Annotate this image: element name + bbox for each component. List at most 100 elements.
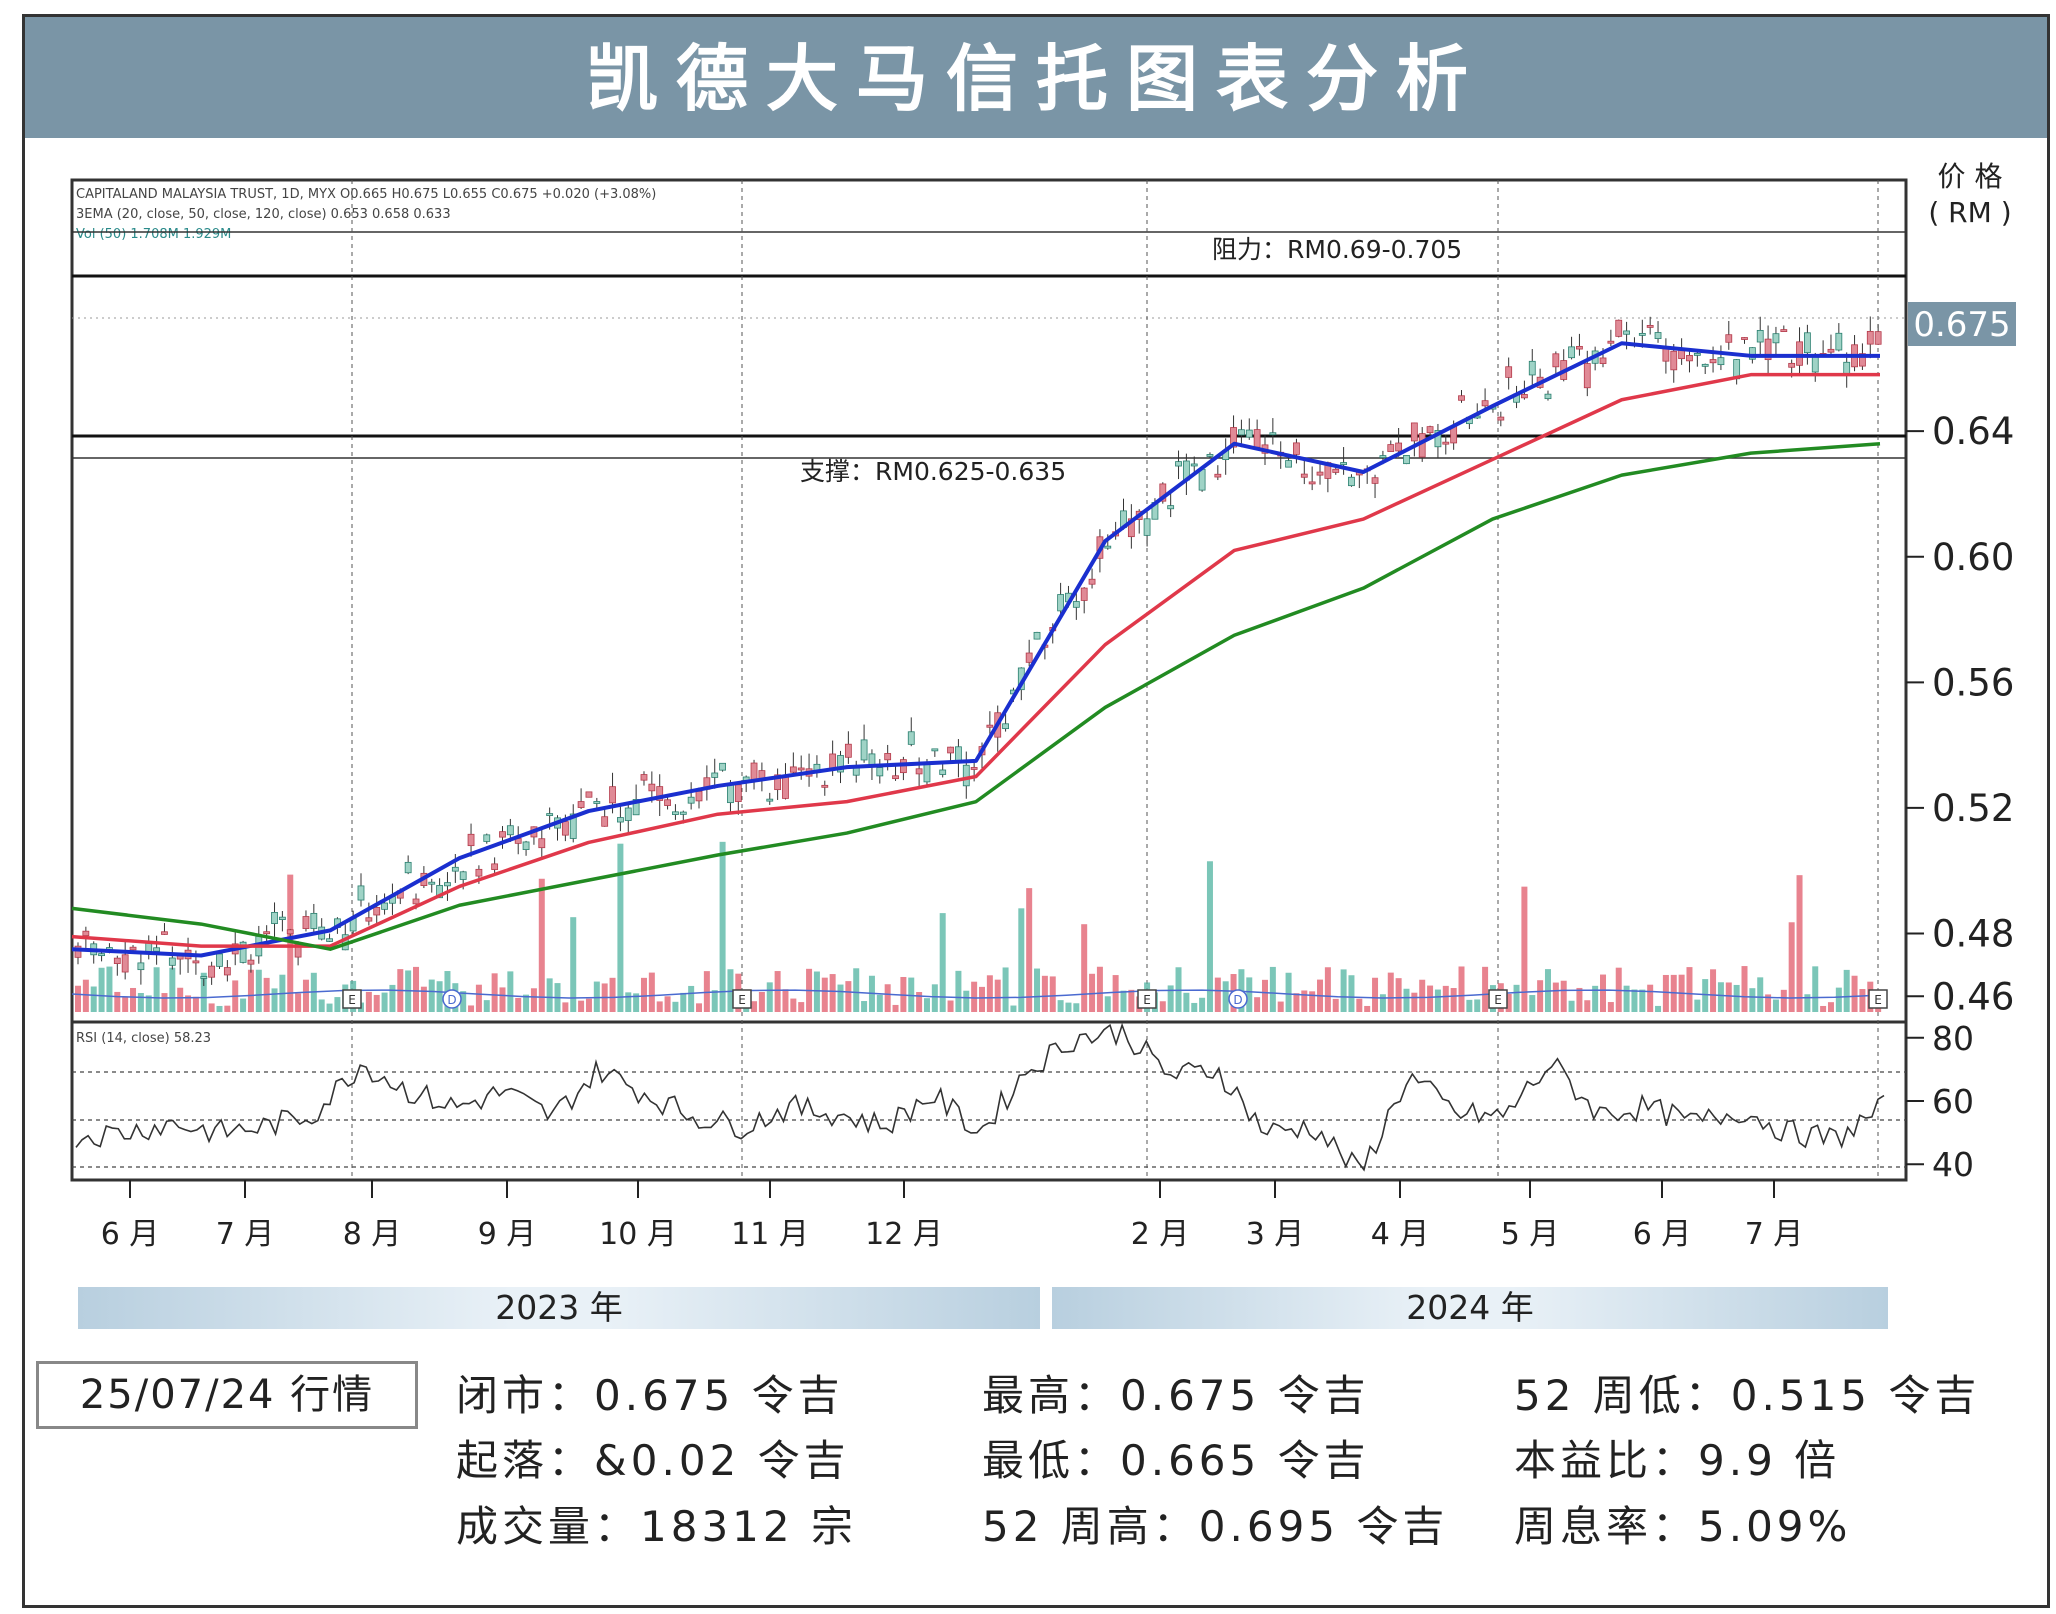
candle-body: [970, 767, 978, 770]
candle-body: [381, 902, 388, 910]
x-tick-label: 10 月: [599, 1217, 677, 1252]
support-label: 支撑：RM0.625-0.635: [800, 457, 1066, 486]
volume-bar: [491, 973, 498, 1012]
volume-bar: [475, 984, 482, 1012]
candle-body: [1497, 416, 1505, 421]
candle-body: [1245, 429, 1253, 438]
candle-body: [538, 838, 546, 849]
candle-body: [1552, 353, 1560, 368]
x-tick-label: 12 月: [865, 1217, 943, 1252]
candle-body: [1214, 473, 1222, 478]
candle-body: [451, 866, 459, 872]
candle-body: [672, 811, 679, 815]
candle-body: [1293, 442, 1300, 455]
volume-bar: [979, 986, 985, 1012]
candle-body: [1717, 357, 1725, 366]
ema-line-1: [71, 372, 1880, 948]
candle-body: [436, 885, 444, 899]
candle-body: [1505, 366, 1513, 378]
candle-body: [601, 816, 609, 827]
earnings-marker: [1488, 989, 1508, 1009]
volume-bar: [1081, 924, 1088, 1012]
volume-bar: [1741, 966, 1748, 1012]
x-tick-label: 5 月: [1501, 1217, 1560, 1252]
volume-bar: [562, 1002, 569, 1012]
volume-bar: [1372, 977, 1379, 1012]
volume-bar: [719, 841, 726, 1012]
info-low: 最低：0.665 令吉: [982, 1436, 1370, 1485]
volume-bar: [1301, 990, 1308, 1012]
volume-bar: [130, 987, 137, 1012]
candle-body: [884, 753, 892, 761]
candle-body: [1387, 444, 1395, 452]
candle-body: [782, 775, 789, 799]
candle-body: [829, 753, 837, 769]
volume-bar: [90, 986, 97, 1012]
candle-body: [1756, 329, 1764, 343]
volume-bar: [420, 986, 427, 1012]
candle-body: [648, 783, 656, 792]
candle-body: [915, 768, 923, 775]
candle-body: [593, 801, 601, 804]
volume-bar: [1403, 988, 1410, 1012]
x-tick-label: 3 月: [1246, 1217, 1305, 1252]
earnings-marker: [342, 989, 362, 1009]
info-volume: 成交量：18312 宗: [456, 1502, 857, 1551]
volume-bar: [365, 991, 372, 1012]
volume-bar: [523, 994, 530, 1012]
volume-bar: [1607, 1002, 1614, 1012]
volume-bar: [633, 993, 640, 1012]
volume-bar: [1356, 998, 1363, 1012]
candle-body: [789, 766, 797, 773]
info-close: 闭市：0.675 令吉: [456, 1371, 844, 1420]
year-label-2024: 2024 年: [1406, 1288, 1534, 1327]
candle-body: [837, 755, 844, 773]
candle-body: [1434, 430, 1442, 448]
candle-body: [121, 954, 129, 973]
volume-bar: [790, 998, 797, 1012]
last-price-badge: [1908, 302, 2016, 346]
volume-bar: [853, 968, 860, 1012]
candle-body: [1693, 352, 1701, 356]
candle-body: [271, 911, 278, 924]
volume-bar: [892, 1004, 899, 1012]
volume-bar: [774, 971, 781, 1012]
volume-bar: [389, 984, 396, 1012]
volume-bar: [1466, 999, 1473, 1012]
info-high52: 52 周高：0.695 令吉: [982, 1502, 1449, 1551]
volume-bar: [114, 991, 121, 1012]
volume-bar: [1725, 982, 1732, 1012]
volume-bar: [711, 990, 718, 1012]
candle-body: [483, 834, 491, 842]
volume-bar: [82, 979, 89, 1012]
event-marker-label: E: [348, 993, 356, 1007]
ema-line-2: [71, 441, 1881, 951]
volume-bar: [98, 967, 105, 1012]
candle-body: [876, 767, 884, 777]
volume-bar: [947, 1000, 954, 1012]
volume-bar: [302, 979, 309, 1012]
candle-body: [695, 790, 703, 802]
candle-body: [797, 767, 805, 771]
candle-body: [373, 907, 381, 916]
volume-bar: [381, 992, 388, 1012]
volume-bar: [1482, 966, 1489, 1012]
candle-body: [98, 953, 105, 957]
candle-body: [719, 762, 726, 771]
candle-body: [679, 811, 687, 815]
candle-body: [1583, 363, 1591, 389]
volume-bar: [1529, 995, 1536, 1012]
rsi-line: [75, 1022, 1885, 1172]
volume-bar: [413, 966, 420, 1012]
candle-body: [263, 931, 271, 935]
event-marker-label: D: [447, 993, 456, 1007]
volume-bar: [192, 996, 199, 1012]
candle-body: [192, 960, 200, 964]
x-tick-label: 7 月: [1745, 1217, 1804, 1252]
candle-body: [1646, 325, 1654, 328]
volume-bar: [1631, 989, 1638, 1012]
volume-bar: [593, 981, 600, 1012]
year-bar-2024: 2024 年: [1052, 1287, 1888, 1329]
volume-bar: [200, 972, 207, 1012]
candle-body: [302, 916, 310, 929]
